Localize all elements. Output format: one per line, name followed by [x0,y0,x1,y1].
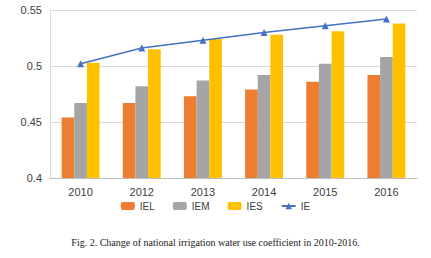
svg-text:2014: 2014 [252,186,276,198]
svg-text:0.4: 0.4 [27,172,42,184]
svg-text:2015: 2015 [313,186,337,198]
svg-text:IES: IES [247,201,263,212]
svg-text:IEM: IEM [192,201,210,212]
svg-text:0.55: 0.55 [21,4,42,16]
svg-text:IE: IE [301,201,311,212]
svg-text:2013: 2013 [191,186,215,198]
svg-text:2010: 2010 [68,186,92,198]
svg-text:Fig. 2. Change of national irr: Fig. 2. Change of national irrigation wa… [71,237,359,248]
svg-text:0.45: 0.45 [21,116,42,128]
svg-text:IEL: IEL [140,201,155,212]
svg-text:0.5: 0.5 [27,60,42,72]
svg-text:2016: 2016 [374,186,398,198]
svg-text:2012: 2012 [130,186,154,198]
